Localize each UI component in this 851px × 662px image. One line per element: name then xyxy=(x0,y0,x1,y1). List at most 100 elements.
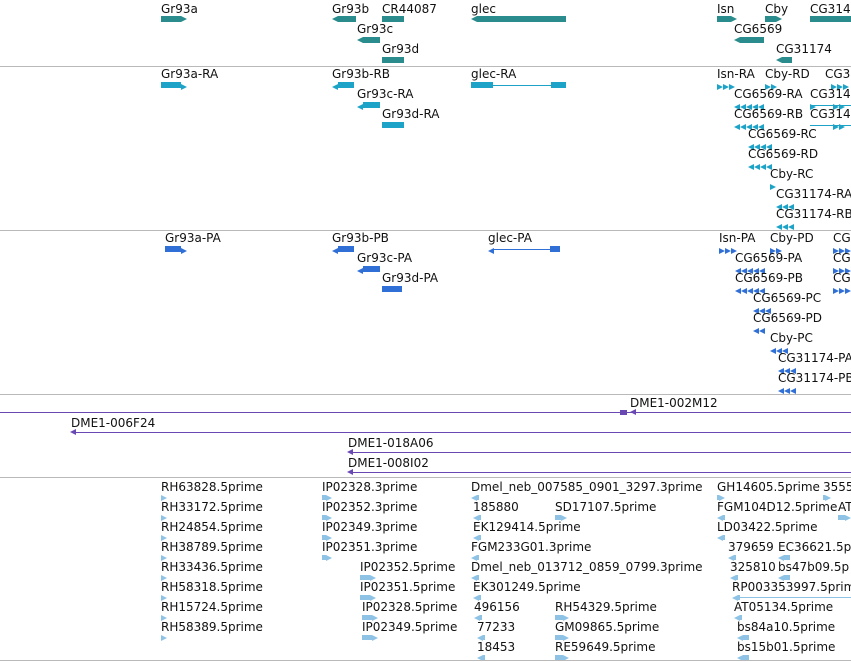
est-feature[interactable] xyxy=(362,615,372,620)
est-label[interactable]: IP02351.3prime xyxy=(322,540,418,554)
est-feature[interactable] xyxy=(717,495,719,500)
est-label[interactable]: IP02352.3prime xyxy=(322,500,418,514)
est-feature[interactable] xyxy=(360,575,370,580)
protein-label[interactable]: Gr93a-PA xyxy=(165,231,221,245)
gene-label[interactable]: Gr93b xyxy=(332,2,370,16)
est-feature[interactable] xyxy=(838,515,845,520)
est-feature[interactable] xyxy=(740,615,742,620)
est-label[interactable]: IP02349.5prime xyxy=(362,620,458,634)
gene-feature[interactable] xyxy=(717,16,731,22)
clone-end[interactable] xyxy=(620,410,627,415)
est-feature[interactable] xyxy=(479,515,481,520)
protein-feature[interactable] xyxy=(363,266,380,272)
transcript-label[interactable]: CG6569-RD xyxy=(748,147,819,161)
est-label[interactable]: FGM104D12.5prime xyxy=(717,500,838,514)
est-feature[interactable] xyxy=(322,535,326,540)
est-feature[interactable] xyxy=(480,615,482,620)
protein-label[interactable]: CG31174-PA xyxy=(778,351,851,365)
intron-line[interactable] xyxy=(493,85,551,86)
intron-line[interactable] xyxy=(810,125,851,126)
protein-label[interactable]: Cby-PC xyxy=(770,331,813,345)
transcript-label[interactable]: CG3 xyxy=(825,67,851,81)
gene-label[interactable]: CG31174 xyxy=(776,42,832,56)
clone-line[interactable] xyxy=(76,432,851,433)
est-label[interactable]: RH33436.5prime xyxy=(161,560,263,574)
gene-label[interactable]: Isn xyxy=(717,2,735,16)
est-feature[interactable] xyxy=(784,575,790,580)
gene-label[interactable]: CG314 xyxy=(810,2,851,16)
est-feature[interactable] xyxy=(362,635,372,640)
est-feature[interactable] xyxy=(555,635,563,640)
gene-feature[interactable] xyxy=(338,16,356,22)
est-feature[interactable] xyxy=(477,495,479,500)
gene-feature[interactable] xyxy=(765,16,776,22)
protein-label[interactable]: CG6569-PC xyxy=(753,291,822,305)
est-label[interactable]: RH58389.5prime xyxy=(161,620,263,634)
est-label[interactable]: EK129414.5prime xyxy=(473,520,581,534)
est-feature[interactable] xyxy=(322,495,326,500)
protein-feature[interactable] xyxy=(165,246,181,252)
transcript-label[interactable]: CG6569-RB xyxy=(734,107,804,121)
intron-line[interactable] xyxy=(810,105,851,106)
est-feature[interactable] xyxy=(723,515,725,520)
est-label[interactable]: Dmel_neb_013712_0859_0799.3prime xyxy=(471,560,703,574)
est-feature[interactable] xyxy=(322,555,326,560)
clone-label[interactable]: DME1-006F24 xyxy=(71,416,156,430)
transcript-label[interactable]: Cby-RD xyxy=(765,67,810,81)
transcript-label[interactable]: Gr93a-RA xyxy=(161,67,219,81)
gene-label[interactable]: Cby xyxy=(765,2,789,16)
est-feature[interactable] xyxy=(555,655,563,660)
est-label[interactable]: 77233 xyxy=(477,620,516,634)
transcript-feature[interactable] xyxy=(471,82,493,88)
est-feature[interactable] xyxy=(555,615,563,620)
clone-line[interactable] xyxy=(353,452,851,453)
est-label[interactable]: RH58318.5prime xyxy=(161,580,263,594)
est-label[interactable]: IP02328.5prime xyxy=(362,600,458,614)
transcript-label[interactable]: Gr93b-RB xyxy=(332,67,391,81)
transcript-feature[interactable] xyxy=(338,82,354,88)
est-feature[interactable] xyxy=(479,595,481,600)
transcript-label[interactable]: CG6569-RA xyxy=(734,87,803,101)
est-label[interactable]: RP003353997.5prime xyxy=(732,580,851,594)
est-label[interactable]: AT05134.5prime xyxy=(734,600,834,614)
est-label[interactable]: EK301249.5prime xyxy=(473,580,581,594)
est-feature[interactable] xyxy=(555,515,561,520)
protein-label[interactable]: CG6569-PA xyxy=(735,251,803,265)
protein-label[interactable]: Gr93c-PA xyxy=(357,251,413,265)
clone-line[interactable] xyxy=(353,472,851,473)
est-label[interactable]: RH15724.5prime xyxy=(161,600,263,614)
clone-line[interactable] xyxy=(0,412,851,413)
est-label[interactable]: Dmel_neb_007585_0901_3297.3prime xyxy=(471,480,703,494)
clone-label[interactable]: DME1-018A06 xyxy=(348,436,434,450)
est-label[interactable]: RH38789.5prime xyxy=(161,540,263,554)
est-label[interactable]: RE59649.5prime xyxy=(555,640,656,654)
transcript-label[interactable]: CG314 xyxy=(810,107,851,121)
gene-feature[interactable] xyxy=(810,16,851,22)
est-feature[interactable] xyxy=(479,535,481,540)
gene-label[interactable]: glec xyxy=(471,2,496,16)
est-label[interactable]: bs47b09.5p xyxy=(778,560,850,574)
transcript-label[interactable]: Gr93d-RA xyxy=(382,107,440,121)
transcript-label[interactable]: Gr93c-RA xyxy=(357,87,414,101)
est-label[interactable]: RH33172.5prime xyxy=(161,500,263,514)
est-feature[interactable] xyxy=(823,495,825,500)
est-label[interactable]: IP02328.3prime xyxy=(322,480,418,494)
est-label[interactable]: GH14605.5prime xyxy=(717,480,820,494)
protein-label[interactable]: CG6569-PB xyxy=(735,271,804,285)
clone-label[interactable]: DME1-008I02 xyxy=(348,456,429,470)
est-feature[interactable] xyxy=(360,595,370,600)
gene-feature[interactable] xyxy=(363,37,380,43)
est-feature[interactable] xyxy=(477,575,479,580)
transcript-feature[interactable] xyxy=(161,82,181,88)
est-label[interactable]: GM09865.5prime xyxy=(555,620,660,634)
protein-label[interactable]: glec-PA xyxy=(488,231,532,245)
transcript-feature[interactable] xyxy=(363,102,380,108)
est-label[interactable]: SD17107.5prime xyxy=(555,500,657,514)
est-label[interactable]: IP02349.3prime xyxy=(322,520,418,534)
transcript-label[interactable]: Cby-RC xyxy=(770,167,814,181)
est-label[interactable]: RH24854.5prime xyxy=(161,520,263,534)
est-label[interactable]: EC36621.5p xyxy=(778,540,851,554)
est-label[interactable]: 325810 xyxy=(730,560,776,574)
protein-label[interactable]: CG6569-PD xyxy=(753,311,823,325)
est-feature[interactable] xyxy=(723,535,725,540)
